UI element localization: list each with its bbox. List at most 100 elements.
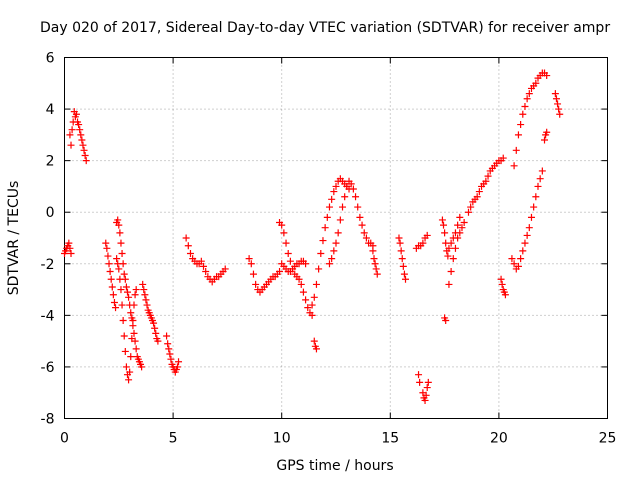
- data-point: [116, 275, 124, 283]
- data-point: [354, 203, 362, 211]
- data-point: [114, 216, 122, 224]
- data-point: [517, 121, 525, 129]
- data-point: [552, 95, 560, 103]
- data-point: [484, 172, 492, 180]
- data-point: [508, 255, 516, 263]
- data-point: [451, 229, 459, 237]
- data-point: [132, 345, 140, 353]
- data-point: [164, 340, 172, 348]
- data-point: [127, 353, 135, 361]
- data-point: [66, 131, 74, 139]
- data-point: [532, 193, 540, 201]
- data-point: [371, 260, 379, 268]
- data-point: [319, 237, 327, 245]
- y-axis-label: SDTVAR / TECUs: [6, 181, 22, 296]
- data-point: [118, 301, 126, 309]
- data-point: [536, 175, 544, 183]
- data-point: [112, 304, 120, 312]
- data-point: [424, 378, 432, 386]
- y-tick-label: -2: [41, 257, 55, 273]
- data-point: [541, 136, 549, 144]
- data-point: [423, 384, 431, 392]
- data-point: [423, 231, 431, 239]
- data-point: [395, 234, 403, 242]
- data-point: [512, 146, 520, 154]
- data-point: [130, 301, 138, 309]
- data-point: [140, 286, 148, 294]
- x-axis-label: GPS time / hours: [276, 458, 393, 474]
- data-point: [372, 265, 380, 273]
- data-point: [538, 167, 546, 175]
- data-point: [132, 286, 140, 294]
- data-point: [422, 391, 430, 399]
- data-point: [247, 260, 255, 268]
- data-point: [323, 213, 331, 221]
- data-points: [61, 69, 564, 404]
- data-point: [102, 239, 110, 247]
- data-point: [449, 255, 457, 263]
- data-point: [321, 224, 329, 232]
- data-point: [151, 324, 159, 332]
- data-point: [352, 193, 360, 201]
- data-point: [77, 131, 85, 139]
- data-point: [67, 141, 75, 149]
- data-point: [330, 247, 338, 255]
- data-point: [123, 288, 131, 296]
- data-point: [68, 126, 76, 134]
- data-point: [108, 283, 116, 291]
- data-point: [126, 368, 134, 376]
- data-point: [310, 293, 318, 301]
- data-point: [527, 213, 535, 221]
- data-point: [501, 291, 509, 299]
- data-point: [122, 283, 130, 291]
- data-point: [498, 280, 506, 288]
- data-point: [415, 371, 423, 379]
- data-point: [128, 335, 136, 343]
- data-point: [129, 317, 137, 325]
- data-point: [402, 275, 410, 283]
- data-point: [523, 95, 531, 103]
- data-point: [116, 229, 124, 237]
- data-point: [163, 332, 171, 340]
- data-point: [80, 146, 88, 154]
- data-point: [514, 262, 522, 270]
- data-point: [152, 329, 160, 337]
- data-point: [332, 182, 340, 190]
- data-point: [117, 239, 125, 247]
- data-point: [202, 268, 210, 276]
- data-point: [142, 296, 150, 304]
- data-point: [302, 296, 310, 304]
- data-point: [115, 221, 123, 229]
- data-point: [519, 247, 527, 255]
- data-point: [369, 247, 377, 255]
- data-point: [328, 255, 336, 263]
- data-point: [454, 221, 462, 229]
- data-point: [308, 301, 316, 309]
- data-point: [120, 332, 128, 340]
- data-point: [445, 280, 453, 288]
- data-point: [543, 72, 551, 80]
- data-point: [105, 260, 113, 268]
- data-point: [173, 363, 181, 371]
- data-point: [521, 239, 529, 247]
- data-point: [449, 234, 457, 242]
- data-point: [312, 345, 320, 353]
- data-point: [556, 110, 564, 118]
- data-point: [336, 216, 344, 224]
- data-point: [519, 110, 527, 118]
- data-point: [315, 265, 323, 273]
- data-point: [310, 337, 318, 345]
- data-point: [510, 162, 518, 170]
- data-point: [416, 378, 424, 386]
- data-point: [441, 229, 449, 237]
- data-point: [297, 280, 305, 288]
- data-point: [125, 376, 133, 384]
- data-point: [107, 275, 115, 283]
- data-point: [182, 234, 190, 242]
- x-tick-label: 20: [490, 431, 508, 447]
- data-point: [154, 337, 162, 345]
- data-point: [75, 121, 83, 129]
- data-point: [464, 208, 472, 216]
- data-point: [444, 252, 452, 260]
